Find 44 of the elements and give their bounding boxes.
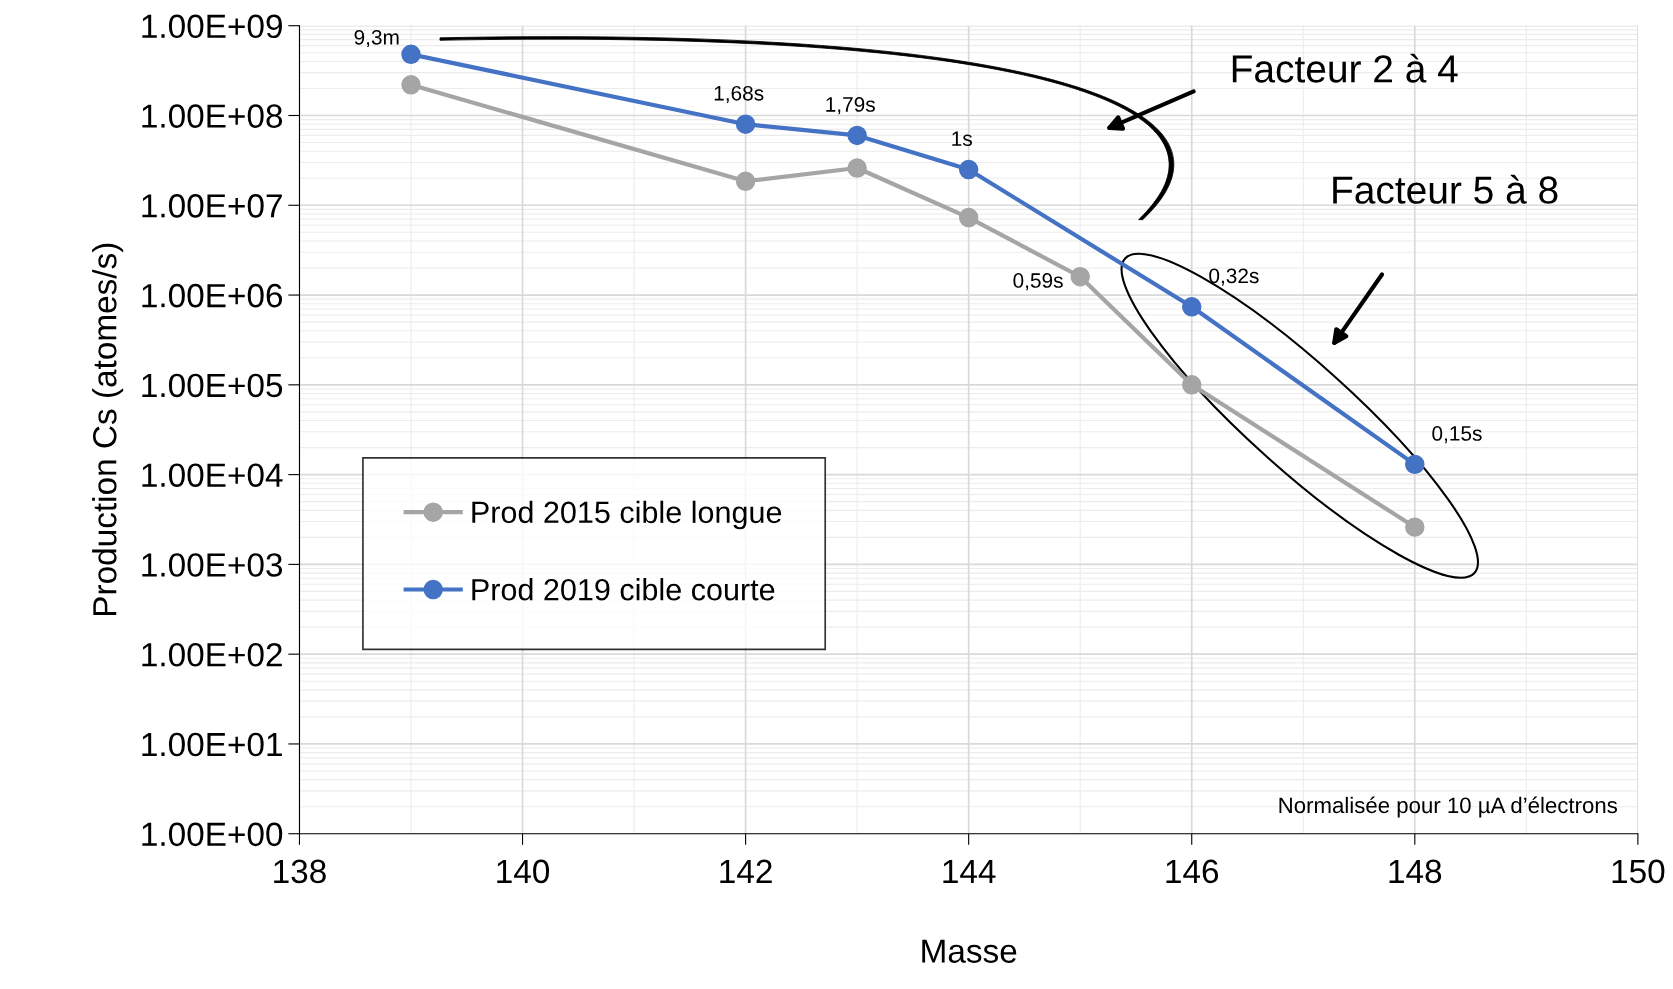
y-tick-label: 1.00E+00 [142,822,283,847]
y-tick-label: 1.00E+01 [142,732,282,757]
annotation: 1,79s [826,97,875,115]
x-tick-label: 144 [943,859,996,883]
y-tick-label: 1.00E+02 [142,642,282,667]
y-tick-label: 1.00E+08 [142,104,283,128]
annotation: Facteur 2 à 4 [1232,53,1458,83]
point [1405,454,1425,475]
annotation: 1s [952,131,972,146]
point [1182,297,1202,317]
x-tick-label: 142 [720,859,772,883]
legend-label: Prod 2019 cible courte [472,578,775,601]
y-tick-label: 1.00E+09 [142,14,282,39]
x-tick-label: 138 [274,859,326,884]
y-tick-label: 1.00E+07 [142,194,282,218]
annotation: 9,3m [354,29,399,48]
annotation: 1,68s [714,85,764,104]
annotation: Normalisée pour 10 µA d’électrons [1279,796,1618,818]
point [401,44,421,65]
y-tick-label: 1.00E+05 [142,373,283,398]
annotation: Facteur 5 à 8 [1333,174,1558,204]
point [735,171,756,192]
point [958,207,979,228]
x-tick-label: 150 [1612,859,1665,884]
point [1182,375,1202,395]
y-axis-title: Production Cs (atomes/s) [92,243,124,615]
annotation: 0,59s [1013,273,1063,291]
point [847,158,867,178]
point [735,114,756,134]
x-tick-label: 146 [1166,859,1219,884]
x-axis-title: Masse [922,939,1017,963]
y-tick-label: 1.00E+04 [142,463,283,488]
x-tick-label: 140 [497,859,550,884]
point [401,75,421,95]
annotation: 0,15s [1432,426,1482,444]
x-tick-label: 148 [1389,859,1442,884]
point [847,125,867,146]
y-tick-label: 1.00E+03 [142,553,283,577]
point [958,159,979,180]
annotation: 0,32s [1209,268,1259,286]
legend-label: Prod 2015 cible longue [472,500,782,530]
point [1070,267,1090,287]
point [1405,517,1425,537]
y-tick-label: 1.00E+06 [142,283,283,308]
